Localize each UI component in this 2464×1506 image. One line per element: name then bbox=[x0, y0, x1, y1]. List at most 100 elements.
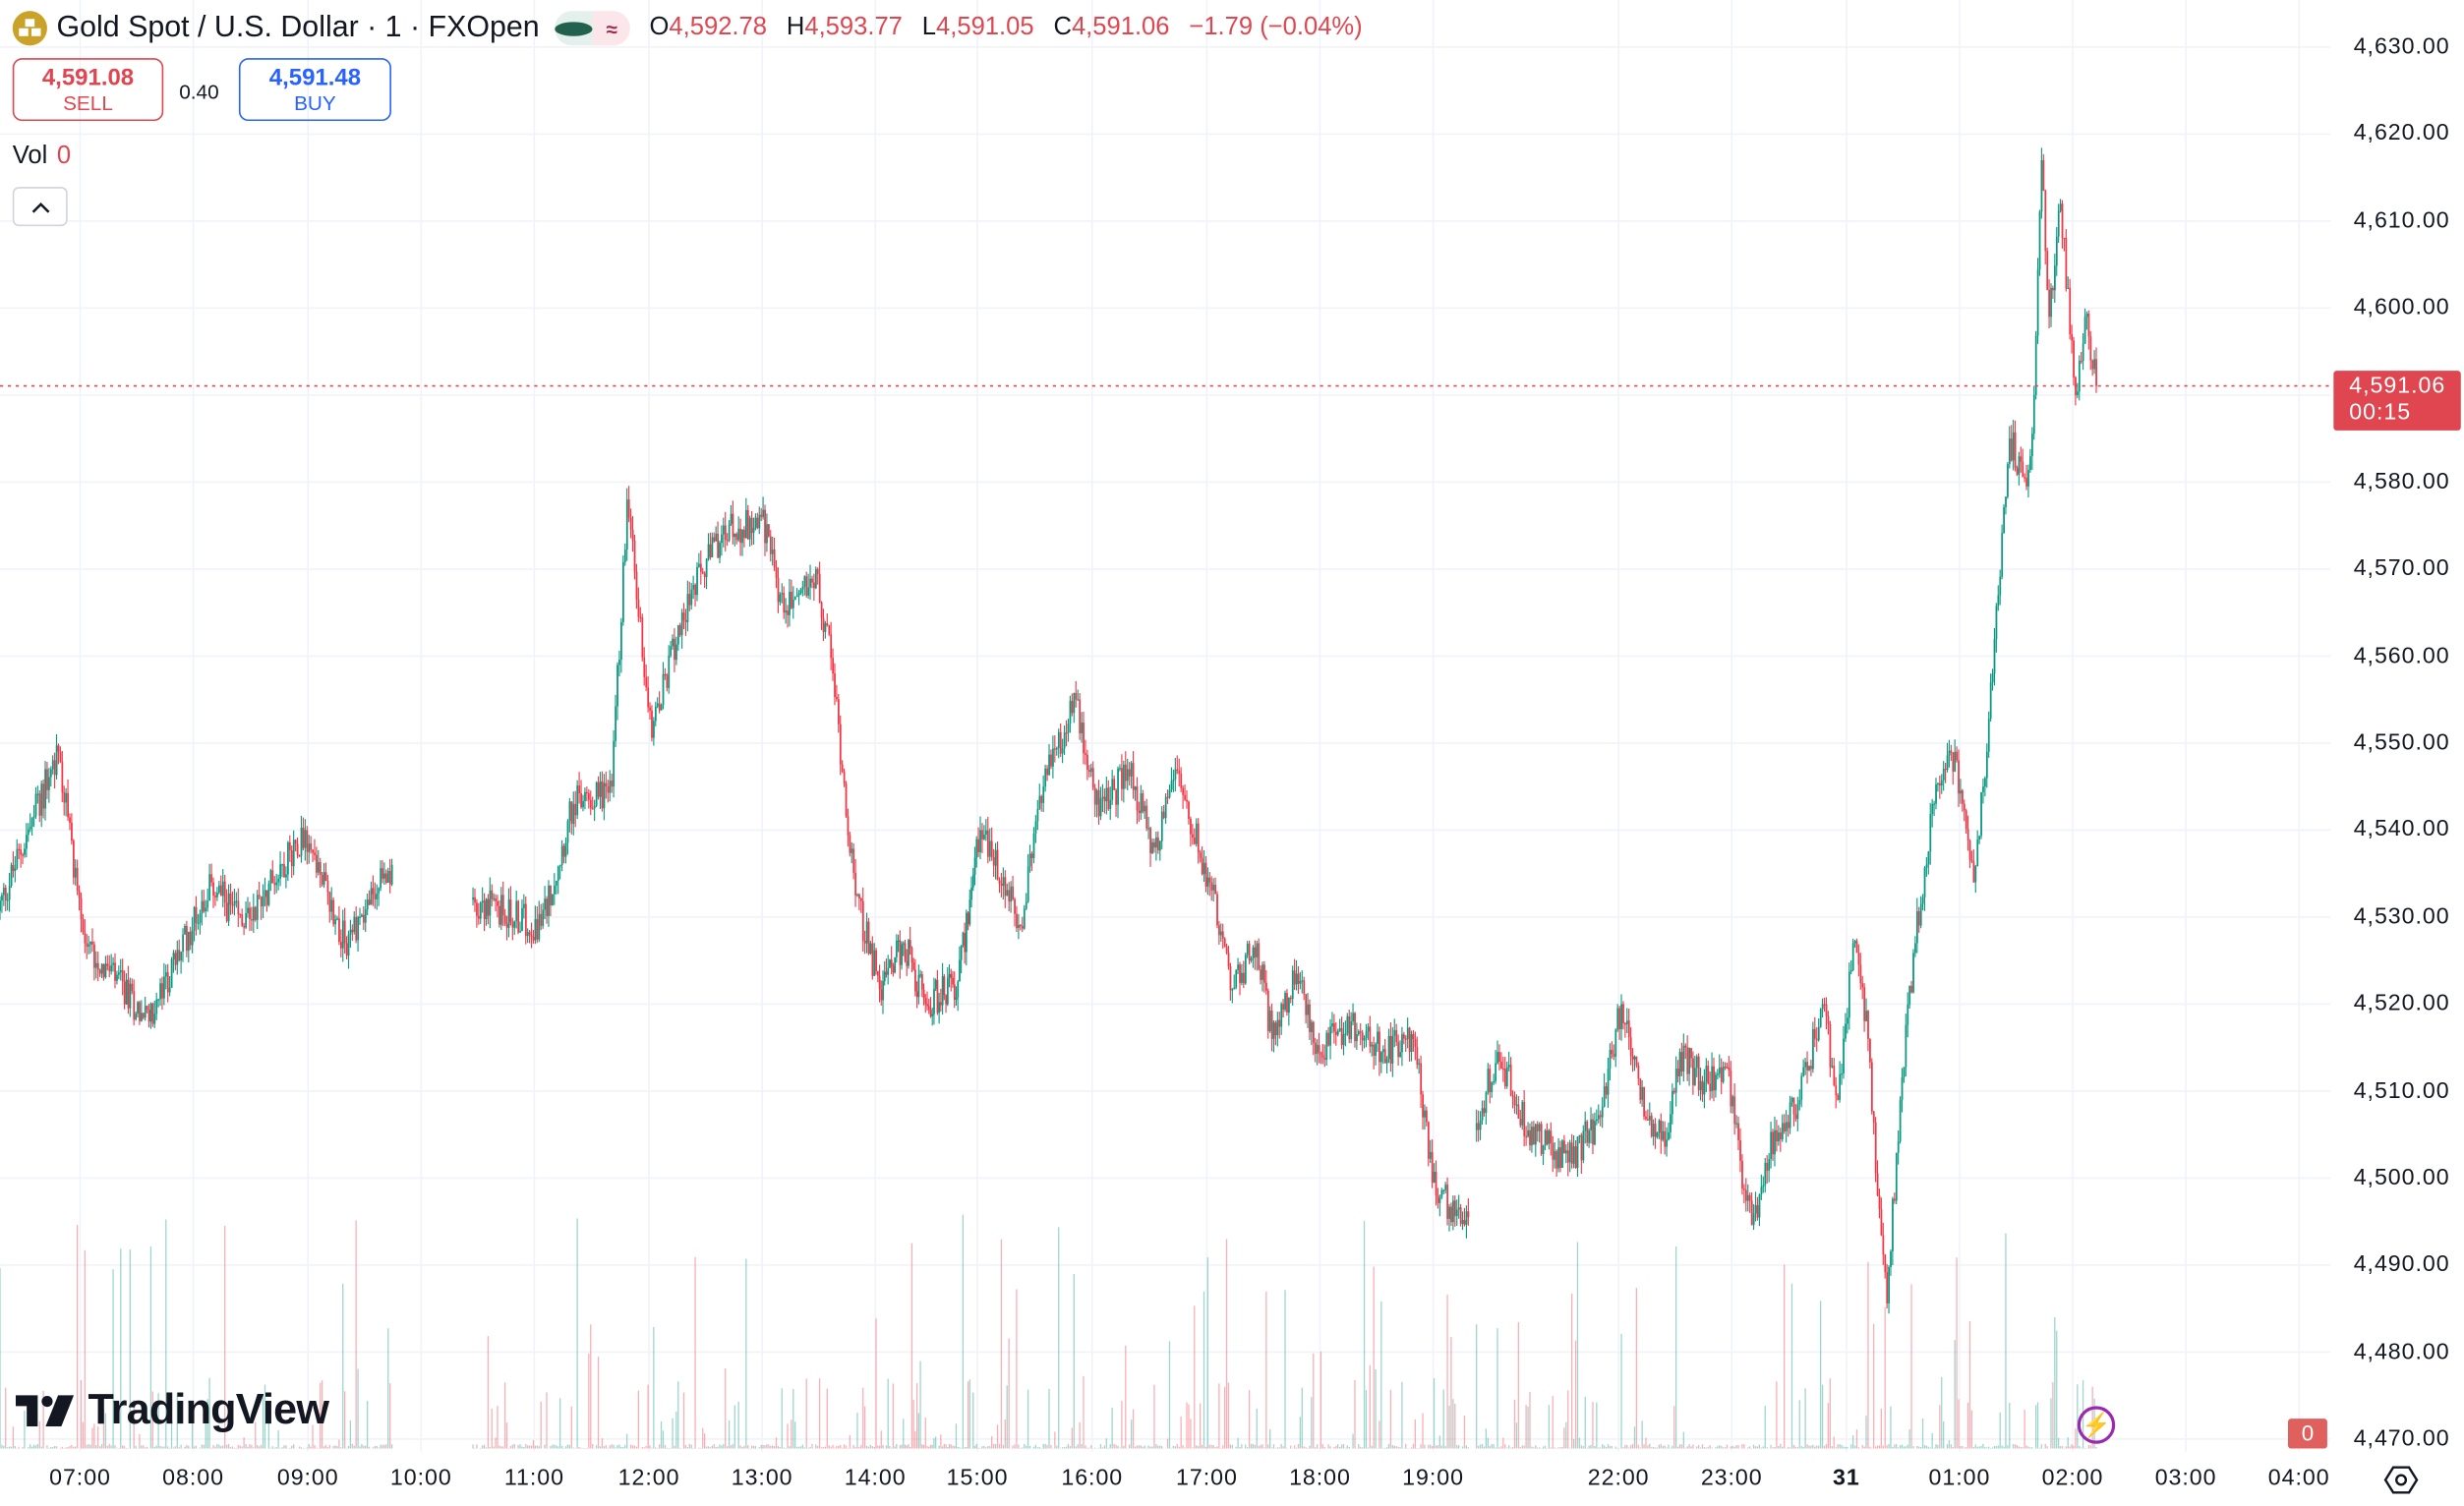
candle bbox=[792, 600, 794, 608]
candle bbox=[861, 900, 864, 941]
candle bbox=[1123, 764, 1125, 789]
candle bbox=[1582, 1130, 1585, 1161]
candle bbox=[523, 903, 525, 908]
candle bbox=[500, 895, 502, 925]
volume-legend[interactable]: Vol 0 bbox=[13, 143, 71, 171]
volume-bar bbox=[1605, 1446, 1608, 1449]
candle bbox=[889, 959, 891, 968]
candle bbox=[2008, 438, 2011, 465]
candle bbox=[349, 929, 352, 935]
candle bbox=[897, 940, 900, 942]
candle bbox=[1997, 595, 2000, 607]
volume-bar bbox=[777, 1445, 780, 1449]
volume-bar bbox=[1635, 1288, 1638, 1449]
status-pill[interactable]: ≈ bbox=[555, 11, 631, 46]
candle bbox=[773, 549, 776, 568]
volume-bar bbox=[1414, 1419, 1416, 1449]
candle bbox=[818, 573, 821, 603]
volume-bar bbox=[1664, 1445, 1666, 1449]
candle bbox=[1105, 787, 1108, 802]
volume-bar bbox=[682, 1392, 685, 1449]
volume-bar bbox=[1839, 1444, 1841, 1449]
volume-bar bbox=[1588, 1445, 1590, 1449]
volume-bar bbox=[1609, 1445, 1612, 1449]
volume-bar bbox=[1743, 1444, 1745, 1449]
volume-bar bbox=[626, 1433, 628, 1449]
candle bbox=[1422, 1094, 1424, 1118]
buy-button[interactable]: 4,591.48 BUY bbox=[238, 58, 391, 122]
volume-bar bbox=[205, 1402, 206, 1449]
volume-bar bbox=[715, 1446, 717, 1449]
candle bbox=[372, 888, 375, 895]
candle bbox=[1138, 810, 1141, 814]
volume-bar bbox=[1563, 1427, 1565, 1449]
volume-bar bbox=[875, 1318, 877, 1449]
candle bbox=[1780, 1132, 1782, 1140]
candle bbox=[1833, 1066, 1836, 1085]
candle bbox=[1408, 1027, 1411, 1053]
volume-bar bbox=[921, 1444, 923, 1449]
volume-bar bbox=[864, 1406, 866, 1449]
volume-bar bbox=[568, 1444, 571, 1449]
candle bbox=[1136, 786, 1139, 811]
candle bbox=[570, 801, 573, 825]
candle bbox=[1800, 1075, 1803, 1100]
volume-bar bbox=[1065, 1446, 1068, 1449]
volume-bar bbox=[1943, 1420, 1945, 1449]
candle bbox=[578, 784, 581, 793]
candle bbox=[1678, 1052, 1681, 1076]
candle bbox=[968, 899, 971, 925]
candle bbox=[668, 655, 671, 688]
volume-bar bbox=[670, 1447, 672, 1449]
price-tick-label: 4,620.00 bbox=[2353, 121, 2450, 147]
volume-bar bbox=[1506, 1447, 1508, 1449]
volume-bar bbox=[480, 1447, 482, 1449]
volume-bar bbox=[727, 1446, 729, 1449]
volume-bar bbox=[2027, 1446, 2029, 1449]
volume-bar bbox=[224, 1226, 226, 1449]
volume-bar bbox=[1676, 1446, 1679, 1449]
candle bbox=[1605, 1086, 1608, 1095]
candle bbox=[205, 907, 207, 912]
volume-bar bbox=[314, 1444, 316, 1449]
volume-bar bbox=[178, 1447, 180, 1449]
volume-bar bbox=[1829, 1378, 1831, 1449]
volume-bar bbox=[184, 1446, 186, 1449]
volume-bar bbox=[702, 1427, 704, 1449]
candle bbox=[1132, 763, 1135, 790]
volume-bar bbox=[1668, 1444, 1670, 1449]
symbol-title[interactable]: Gold Spot / U.S. Dollar · 1 · FXOpen bbox=[56, 11, 540, 44]
volume-bar bbox=[1485, 1428, 1488, 1449]
volume-bar bbox=[1958, 1399, 1960, 1449]
volume-bar bbox=[1088, 1447, 1090, 1449]
candle bbox=[1743, 1188, 1745, 1190]
candle bbox=[1299, 981, 1302, 984]
candle bbox=[1563, 1140, 1565, 1154]
volume-label: Vol bbox=[12, 143, 48, 170]
volume-bar bbox=[519, 1444, 521, 1449]
volume-bar bbox=[1142, 1446, 1144, 1449]
collapse-legend-button[interactable] bbox=[12, 187, 68, 227]
candle bbox=[762, 509, 765, 517]
candle bbox=[1851, 943, 1854, 970]
candle bbox=[924, 998, 927, 1005]
volume-bar bbox=[957, 1446, 959, 1449]
lightning-icon[interactable]: ⚡ bbox=[2077, 1406, 2116, 1444]
candle bbox=[867, 921, 870, 955]
candle bbox=[938, 1002, 941, 1014]
tradingview-logo[interactable]: TradingView bbox=[15, 1386, 329, 1435]
candle bbox=[1365, 1031, 1368, 1038]
settings-icon[interactable] bbox=[2383, 1465, 2419, 1496]
sell-button[interactable]: 4,591.08 SELL bbox=[12, 58, 164, 122]
candle bbox=[129, 983, 132, 1009]
candle bbox=[1843, 1038, 1845, 1073]
candle bbox=[1278, 1019, 1281, 1027]
volume-bar bbox=[2009, 1402, 2011, 1449]
volume-bar bbox=[1696, 1446, 1698, 1449]
candle bbox=[186, 926, 188, 952]
candle bbox=[1012, 886, 1015, 899]
open-value: 4,592.78 bbox=[669, 14, 767, 41]
candle bbox=[807, 587, 810, 596]
volume-bar bbox=[860, 1444, 862, 1449]
